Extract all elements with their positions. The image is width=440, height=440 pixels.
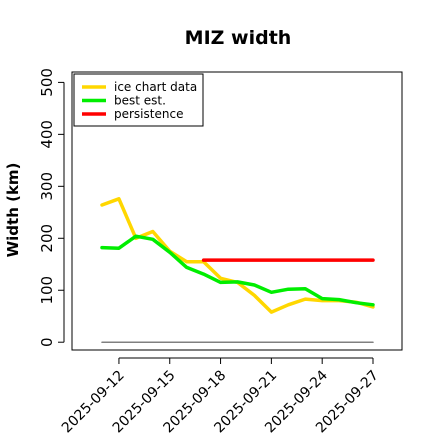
plot-frame [71, 71, 403, 351]
chart-title: MIZ width [185, 27, 292, 49]
series-layer [100, 197, 375, 343]
y-tick-label: 0 [38, 337, 56, 347]
y-tick-label: 300 [38, 172, 56, 201]
y-tick-label: 100 [38, 276, 56, 305]
y-tick-label: 200 [38, 224, 56, 253]
y-tick-label: 400 [38, 120, 56, 149]
best-est-line [100, 234, 375, 307]
ice-chart-data-line [100, 197, 375, 314]
legend-label: best est. [114, 94, 166, 108]
legend-label: persistence [114, 107, 183, 121]
legend-label: ice chart data [114, 80, 197, 94]
y-axis-label: Width (km) [4, 163, 22, 258]
y-tick-label: 500 [38, 68, 56, 97]
